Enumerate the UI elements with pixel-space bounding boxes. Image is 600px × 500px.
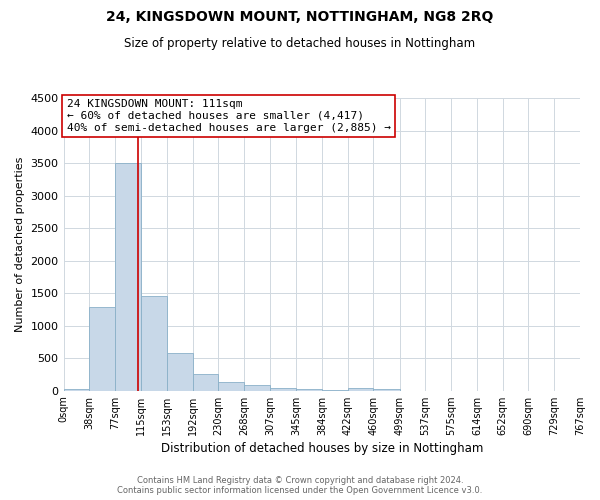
Bar (141, 296, 167, 390)
Bar (347, 388, 373, 390)
Text: 24 KINGSDOWN MOUNT: 111sqm
← 60% of detached houses are smaller (4,417)
40% of s: 24 KINGSDOWN MOUNT: 111sqm ← 60% of deta… (67, 100, 391, 132)
Bar (167, 354, 193, 391)
Bar (244, 386, 270, 390)
Bar (270, 388, 296, 390)
Text: Contains HM Land Registry data © Crown copyright and database right 2024.
Contai: Contains HM Land Registry data © Crown c… (118, 476, 482, 495)
Bar (64, 388, 89, 390)
Text: 24, KINGSDOWN MOUNT, NOTTINGHAM, NG8 2RQ: 24, KINGSDOWN MOUNT, NOTTINGHAM, NG8 2RQ (106, 10, 494, 24)
Bar (193, 374, 218, 390)
X-axis label: Distribution of detached houses by size in Nottingham: Distribution of detached houses by size … (161, 442, 483, 455)
Bar (218, 382, 244, 390)
Y-axis label: Number of detached properties: Number of detached properties (15, 156, 25, 332)
Text: Size of property relative to detached houses in Nottingham: Size of property relative to detached ho… (124, 38, 476, 51)
Bar (115, 163, 141, 390)
Bar (89, 308, 115, 390)
Bar (373, 388, 400, 390)
